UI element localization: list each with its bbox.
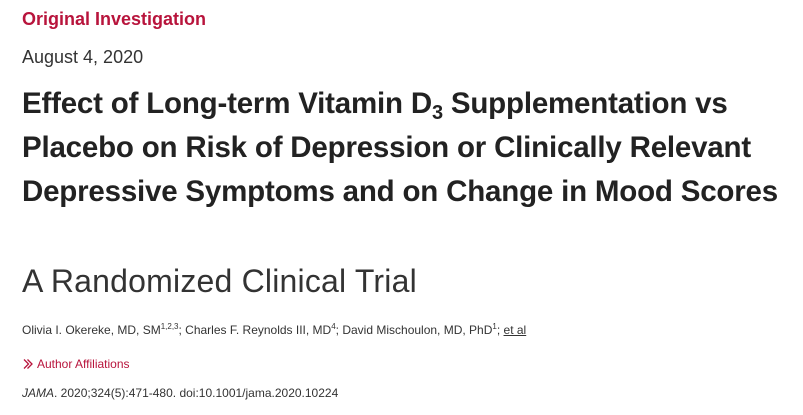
article-title: Effect of Long-term Vitamin D3 Supplemen… [22, 82, 794, 214]
publication-date: August 4, 2020 [22, 47, 144, 67]
author-affiliations-toggle[interactable]: Author Affiliations [22, 357, 130, 371]
author-separator: ; [178, 323, 186, 337]
et-al-link[interactable]: et al [503, 323, 527, 337]
chevron-right-icon [23, 359, 33, 369]
article-subtitle: A Randomized Clinical Trial [22, 263, 417, 299]
author-separator: ; [335, 323, 343, 337]
title-subscript: 3 [431, 102, 443, 124]
author-affiliation-marks: 1 [492, 322, 497, 331]
citation: JAMA. 2020;324(5):471-480. doi:10.1001/j… [22, 386, 338, 400]
author-affiliation-marks: 4 [331, 322, 336, 331]
title-part-2: Supplementation vs Placebo on Risk of De… [22, 87, 778, 208]
author-name[interactable]: Charles F. Reynolds III, MD [185, 323, 332, 337]
author-name[interactable]: Olivia I. Okereke, MD, SM [22, 323, 161, 337]
author-list: Olivia I. Okereke, MD, SM1,2,3; Charles … [22, 322, 527, 338]
author-affiliations-label: Author Affiliations [37, 357, 130, 371]
title-part-1: Effect of Long-term Vitamin D [22, 87, 432, 120]
author-affiliation-marks: 1,2,3 [160, 322, 179, 331]
article-category[interactable]: Original Investigation [22, 9, 207, 29]
author-name[interactable]: David Mischoulon, MD, PhD [342, 323, 493, 337]
journal-name: JAMA [22, 386, 55, 400]
author-separator: ; [496, 323, 504, 337]
citation-details: . 2020;324(5):471-480. doi:10.1001/jama.… [54, 386, 339, 400]
